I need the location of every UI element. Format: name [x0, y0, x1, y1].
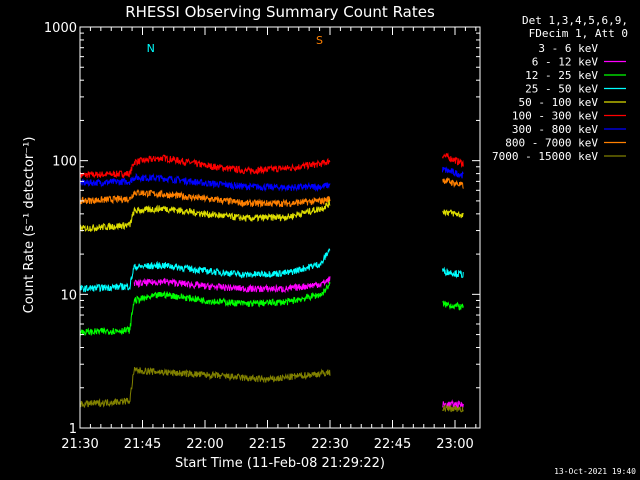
legend-entry-label: 3 - 6 keV — [538, 42, 598, 55]
x-tick-label: 22:00 — [186, 437, 223, 452]
legend-entry-label: 12 - 25 keV — [525, 69, 598, 82]
legend-header-line: FDecim 1, Att 0 — [529, 27, 628, 40]
x-tick-label: 23:00 — [436, 437, 473, 452]
series-line-8-a — [79, 366, 331, 408]
axes: 1 10 100 1000 21:30 21:45 22:00 22:15 22:30 22:45… — [44, 21, 481, 452]
x-tick-label: 22:30 — [311, 437, 348, 452]
series-line-4-a — [79, 248, 331, 293]
legend-header-line: Det 1,3,4,5,6,9, — [522, 14, 628, 27]
annotation-S: S — [316, 34, 323, 47]
legend-entry-label: 300 - 800 keV — [512, 123, 598, 136]
annotation-N: N — [147, 42, 155, 55]
y-axis-label: Count Rate (s⁻¹ detector⁻¹) — [22, 137, 37, 314]
series-line-2-a — [79, 189, 331, 208]
series-line-4-b — [442, 266, 464, 279]
y-tick-label: 1 — [69, 422, 77, 437]
series-line-2-b — [442, 176, 464, 189]
x-tick-label: 22:45 — [374, 437, 411, 452]
x-tick-label: 22:15 — [249, 437, 286, 452]
legend-entry-label: 25 - 50 keV — [525, 83, 598, 96]
x-axis-label: Start Time (11-Feb-08 21:29:22) — [175, 456, 385, 471]
series-line-3-b — [442, 209, 464, 219]
series-line-1-a — [79, 172, 331, 193]
series-line-6-b — [442, 300, 464, 311]
series-line-6-a — [79, 281, 331, 337]
legend-entry-label: 7000 - 15000 keV — [492, 150, 598, 163]
legend-entry-label: 100 - 300 keV — [512, 110, 598, 123]
chart-title: RHESSI Observing Summary Count Rates — [125, 3, 435, 21]
series-line-7-a — [133, 350, 331, 361]
y-tick-label: 1000 — [44, 21, 77, 36]
legend: Det 1,3,4,5,6,9,FDecim 1, Att 0 3 - 6 keV… — [492, 14, 628, 163]
x-tick-label: 21:30 — [61, 437, 98, 452]
series-line-1-b — [442, 166, 464, 179]
series-line-5-a — [133, 276, 331, 294]
series-line-3-a — [79, 198, 331, 233]
series-line-5-b — [442, 399, 464, 409]
x-tick-label: 21:45 — [124, 437, 161, 452]
legend-entry-label: 800 - 7000 keV — [505, 137, 598, 150]
legend-entry-label: 6 - 12 keV — [532, 56, 599, 69]
plot-area — [79, 152, 464, 413]
y-tick-label: 10 — [60, 288, 77, 303]
plot-frame — [79, 26, 481, 429]
series-line-8-b — [442, 403, 464, 413]
series-line-0-b — [442, 152, 464, 168]
date-stamp: 13-Oct-2021 19:40 — [554, 467, 636, 476]
legend-entry-label: 50 - 100 keV — [519, 96, 599, 109]
y-tick-label: 100 — [52, 155, 77, 170]
series-line-0-a — [79, 154, 331, 179]
